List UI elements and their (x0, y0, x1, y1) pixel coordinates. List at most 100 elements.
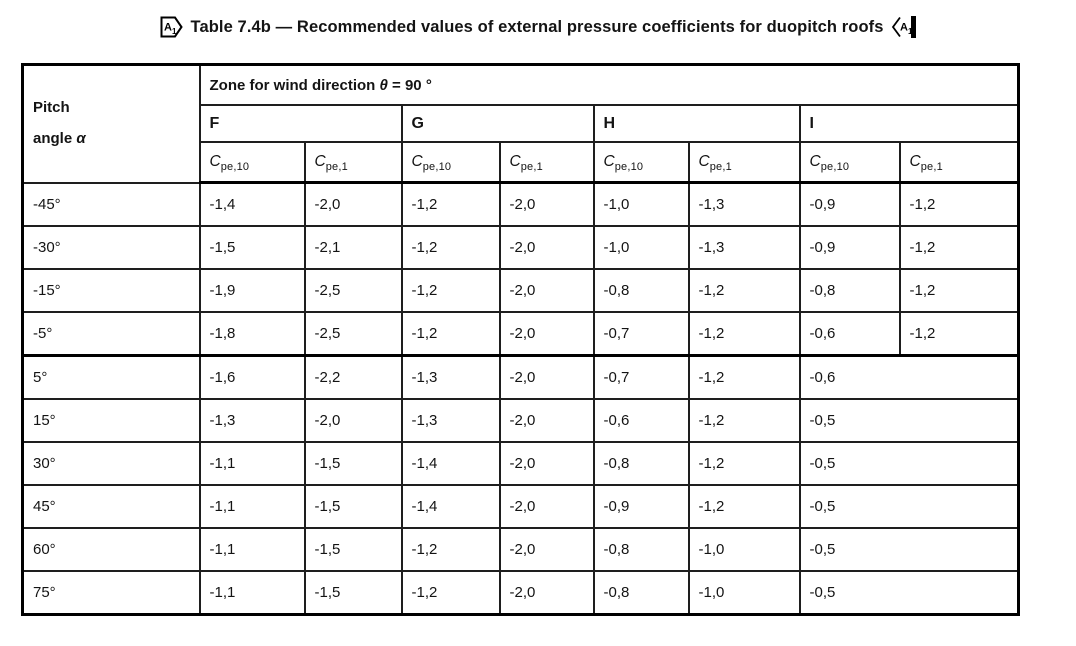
cpe10-label: Cpe,10 (592, 141, 690, 184)
coefficient-cell: -2,0 (303, 398, 403, 443)
table-row: 5° -1,6 -2,2 -1,3 -2,0 -0,7 -1,2 -0,6 (21, 354, 1020, 400)
coefficient-cell: -2,5 (303, 311, 403, 357)
zone-i-header: I (798, 104, 1020, 143)
coefficient-cell: -2,0 (498, 398, 595, 443)
coefficient-cell: -2,0 (498, 484, 595, 529)
coefficient-cell: -1,3 (687, 225, 801, 270)
table-caption-text: Table 7.4b — Recommended values of exter… (190, 17, 884, 36)
coefficient-cell: -1,2 (898, 181, 1020, 227)
table-row: 15° -1,3 -2,0 -1,3 -2,0 -0,6 -1,2 -0,5 (21, 398, 1020, 443)
coefficient-cell: -1,2 (687, 484, 801, 529)
coefficient-cell: -0,8 (592, 268, 690, 313)
coefficient-cell: -2,5 (303, 268, 403, 313)
coefficient-cell: -1,1 (198, 527, 306, 572)
coefficient-cell: -1,2 (687, 354, 801, 400)
coefficient-cell: -2,0 (498, 441, 595, 486)
pressure-coefficients-table: Pitch angle α Zone for wind direction θ … (21, 63, 1021, 616)
table-row: -5° -1,8 -2,5 -1,2 -2,0 -0,7 -1,2 -0,6 -1,2 (21, 311, 1020, 357)
coefficient-cell: -1,2 (400, 181, 501, 227)
cpe10-label: Cpe,10 (798, 141, 901, 184)
zone-h-header: H (592, 104, 801, 143)
coefficient-cell: -1,0 (592, 225, 690, 270)
coefficient-cell: -1,2 (400, 311, 501, 357)
theta-symbol: θ (379, 76, 388, 94)
coefficient-cell: -2,0 (498, 354, 595, 400)
pitch-angle-cell: -45° (21, 181, 201, 227)
zone-f-header: F (198, 104, 403, 143)
cpe1-label: Cpe,1 (898, 141, 1020, 184)
cpe10-label: Cpe,10 (198, 141, 306, 184)
table-row: 75° -1,1 -1,5 -1,2 -2,0 -0,8 -1,0 -0,5 (21, 570, 1020, 616)
coefficient-cell: -1,3 (687, 181, 801, 227)
coefficient-cell: -1,0 (687, 527, 801, 572)
coefficient-cell: -1,2 (687, 311, 801, 357)
zone-g-header: G (400, 104, 595, 143)
coefficient-cell: -0,5 (798, 441, 1020, 486)
coefficient-cell: -1,2 (687, 441, 801, 486)
coefficient-cell: -2,0 (498, 570, 595, 616)
coefficient-cell: -0,9 (592, 484, 690, 529)
coefficient-cell: -1,2 (400, 225, 501, 270)
coefficient-cell: -0,8 (592, 441, 690, 486)
table-row: 60° -1,1 -1,5 -1,2 -2,0 -0,8 -1,0 -0,5 (21, 527, 1020, 572)
coefficient-cell: -0,7 (592, 354, 690, 400)
coefficient-cell: -2,0 (498, 311, 595, 357)
alpha-symbol: α (76, 130, 86, 148)
coefficient-cell: -1,5 (198, 225, 306, 270)
pitch-header-line1: Pitch (33, 98, 70, 116)
coefficient-cell: -1,5 (303, 570, 403, 616)
coefficient-cell: -1,6 (198, 354, 306, 400)
coefficient-cell: -2,2 (303, 354, 403, 400)
table-row: -15° -1,9 -2,5 -1,2 -2,0 -0,8 -1,2 -0,8 -1,2 (21, 268, 1020, 313)
coefficient-cell: -1,4 (400, 441, 501, 486)
table-caption: A 1 Table 7.4b — Recommended values of e… (0, 16, 1076, 38)
coefficient-cell: -2,0 (498, 181, 595, 227)
pitch-header-line2: angle α (33, 130, 86, 148)
pitch-angle-cell: 30° (21, 441, 201, 486)
zone-wind-direction-header: Zone for wind direction θ = 90 ° (198, 63, 1020, 106)
coefficient-cell: -1,9 (198, 268, 306, 313)
coefficient-cell: -1,2 (400, 527, 501, 572)
coefficient-cell: -1,4 (400, 484, 501, 529)
cpe10-label: Cpe,10 (400, 141, 501, 184)
pitch-angle-cell: -15° (21, 268, 201, 313)
amendment-close-icon: A 1 (891, 16, 916, 38)
coefficient-cell: -0,5 (798, 527, 1020, 572)
coefficient-cell: -1,2 (898, 311, 1020, 357)
coefficient-cell: -1,0 (687, 570, 801, 616)
coefficient-cell: -0,8 (798, 268, 901, 313)
coefficient-cell: -1,2 (898, 225, 1020, 270)
pitch-angle-cell: -30° (21, 225, 201, 270)
coefficient-cell: -1,1 (198, 441, 306, 486)
coefficient-cell: -2,0 (498, 268, 595, 313)
table-row: 45° -1,1 -1,5 -1,4 -2,0 -0,9 -1,2 -0,5 (21, 484, 1020, 529)
pitch-angle-cell: 45° (21, 484, 201, 529)
pitch-angle-cell: 60° (21, 527, 201, 572)
coefficient-cell: -1,4 (198, 181, 306, 227)
pitch-angle-header: Pitch angle α (21, 63, 201, 184)
coefficient-cell: -1,3 (400, 354, 501, 400)
pitch-angle-cell: 5° (21, 354, 201, 400)
header-row-zone: Pitch angle α Zone for wind direction θ … (21, 63, 1020, 184)
coefficient-cell: -0,6 (798, 311, 901, 357)
coefficient-cell: -1,2 (400, 268, 501, 313)
amendment-letter: A (900, 22, 908, 34)
coefficient-cell: -1,2 (400, 570, 501, 616)
coefficient-cell: -1,3 (198, 398, 306, 443)
coefficient-cell: -2,0 (498, 225, 595, 270)
header-row-coefficients: Cpe,10 Cpe,1 Cpe,10 Cpe,1 Cpe,10 Cpe,1 C… (23, 141, 1020, 184)
amendment-letter: A (164, 22, 172, 34)
coefficient-cell: -0,8 (592, 527, 690, 572)
pitch-angle-cell: -5° (21, 311, 201, 357)
coefficient-cell: -0,7 (592, 311, 690, 357)
pitch-angle-cell: 15° (21, 398, 201, 443)
coefficient-cell: -0,5 (798, 570, 1020, 616)
coefficient-cell: -2,0 (498, 527, 595, 572)
amendment-open-icon: A 1 (160, 16, 184, 38)
table-body: -45° -1,4 -2,0 -1,2 -2,0 -1,0 -1,3 -0,9 -1,2 -30°… (21, 181, 1020, 616)
coefficient-cell: -1,1 (198, 570, 306, 616)
coefficient-cell: -1,3 (400, 398, 501, 443)
pitch-angle-cell: 75° (21, 570, 201, 616)
table-row: 30° -1,1 -1,5 -1,4 -2,0 -0,8 -1,2 -0,5 (21, 441, 1020, 486)
